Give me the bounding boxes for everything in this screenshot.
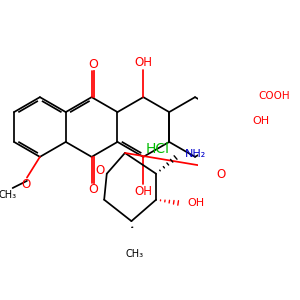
Text: OH: OH [187,198,204,208]
Text: O: O [21,178,30,190]
Text: OH: OH [134,185,152,198]
Text: O: O [216,168,226,181]
Text: O: O [96,164,105,177]
Text: OH: OH [253,116,270,125]
Text: HCl: HCl [146,142,170,156]
Text: O: O [88,183,98,196]
Polygon shape [221,97,245,112]
Text: CH₃: CH₃ [0,190,16,200]
Text: COOH: COOH [258,91,290,101]
Text: NH₂: NH₂ [184,149,206,159]
Text: O: O [88,58,98,71]
Text: OH: OH [134,56,152,69]
Text: CH₃: CH₃ [126,249,144,259]
